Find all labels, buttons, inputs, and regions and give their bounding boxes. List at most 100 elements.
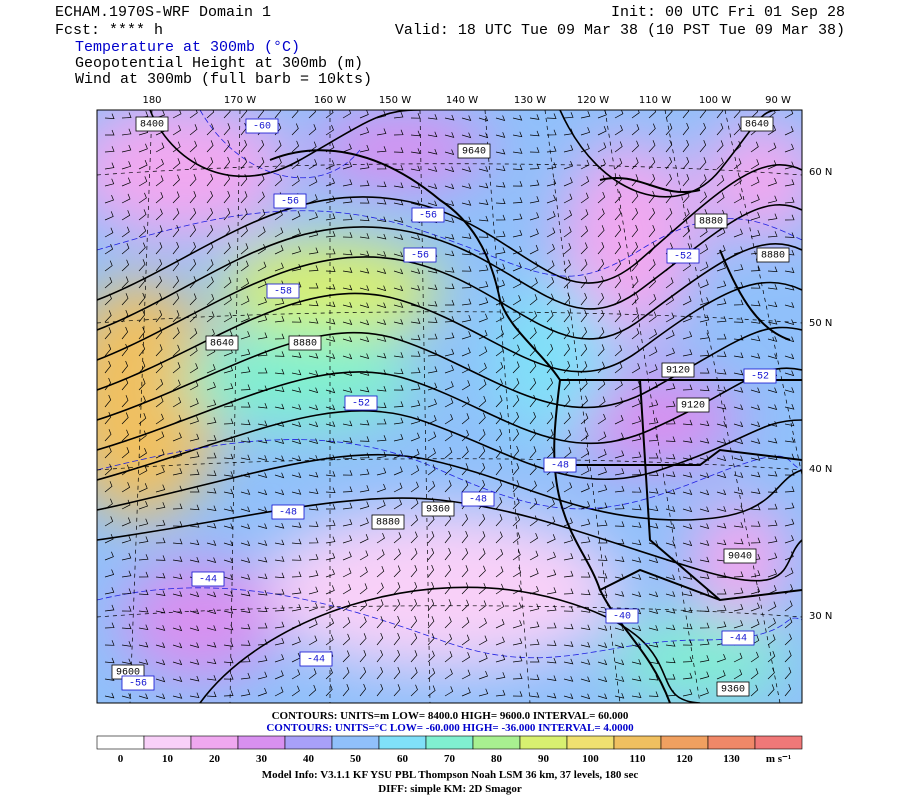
- barb: [359, 319, 370, 326]
- temperature-label-box: [266, 283, 300, 299]
- barb: [172, 659, 183, 666]
- barb: [495, 279, 505, 289]
- barb: [495, 566, 504, 578]
- barb: [308, 194, 318, 204]
- barb: [767, 601, 777, 612]
- barb: [189, 539, 200, 546]
- barb: [580, 659, 591, 665]
- barb: [546, 260, 555, 272]
- barb: [427, 166, 438, 172]
- barb: [733, 587, 744, 595]
- colorbar-units: m s⁻¹: [766, 753, 791, 765]
- barb: [308, 570, 319, 578]
- barb: [155, 484, 166, 493]
- barb: [308, 537, 319, 544]
- barb: [138, 624, 149, 631]
- barb: [445, 299, 455, 306]
- barb: [495, 689, 506, 697]
- barb: [291, 317, 302, 323]
- barb: [699, 638, 710, 646]
- barb: [750, 602, 760, 612]
- barb: [444, 200, 455, 207]
- barb: [512, 197, 523, 204]
- barb: [733, 421, 744, 428]
- barb: [291, 571, 302, 578]
- colorbar-swatch: [660, 735, 709, 750]
- barb: [104, 310, 112, 323]
- barb: [563, 658, 574, 665]
- colorbar-swatch: [519, 735, 568, 750]
- barb: [257, 489, 268, 496]
- barb: [648, 540, 659, 546]
- barb: [325, 552, 336, 561]
- barb: [631, 276, 639, 289]
- barb: [716, 489, 727, 496]
- height-label-box: [421, 501, 455, 517]
- barb: [325, 585, 335, 595]
- barb: [597, 361, 605, 374]
- barb: [376, 181, 387, 187]
- barb: [733, 352, 744, 358]
- barb: [665, 574, 676, 581]
- barb: [784, 126, 794, 136]
- barb: [733, 123, 741, 136]
- barb: [784, 535, 794, 544]
- barb: [240, 348, 251, 357]
- barb: [614, 397, 624, 408]
- colorbar-swatch: [754, 735, 803, 750]
- barb: [563, 570, 574, 578]
- barb: [631, 625, 642, 632]
- barb: [631, 345, 640, 357]
- barb: [342, 667, 350, 680]
- barb: [376, 369, 387, 376]
- barb: [546, 178, 557, 187]
- barb: [784, 214, 795, 221]
- barb: [529, 480, 537, 493]
- barb: [121, 226, 130, 238]
- barb: [580, 554, 591, 561]
- barb: [172, 432, 182, 442]
- barb: [155, 292, 163, 306]
- barb: [257, 573, 268, 580]
- height-contours: [97, 110, 802, 703]
- barb: [767, 195, 778, 204]
- barb: [138, 500, 148, 510]
- barb: [342, 420, 353, 427]
- barb: [716, 316, 727, 323]
- barb: [138, 447, 147, 459]
- barb: [308, 521, 319, 527]
- barb: [376, 418, 387, 425]
- barb: [580, 159, 590, 170]
- barb: [444, 564, 452, 578]
- barb: [784, 502, 795, 510]
- barb: [631, 110, 640, 119]
- barb: [699, 655, 710, 663]
- barb: [172, 191, 180, 204]
- barb: [308, 212, 318, 221]
- barb: [138, 326, 146, 340]
- barb: [546, 692, 557, 699]
- barb: [376, 435, 387, 442]
- barb: [257, 687, 267, 697]
- barb: [614, 468, 625, 476]
- barb: [478, 412, 486, 425]
- barb: [512, 428, 520, 442]
- barb: [206, 293, 215, 306]
- barb: [444, 233, 455, 240]
- barb: [495, 654, 506, 663]
- barb: [359, 649, 367, 663]
- barb: [665, 471, 676, 477]
- barb: [240, 225, 248, 238]
- barb: [478, 582, 487, 595]
- barb: [546, 293, 554, 306]
- barb: [155, 142, 165, 153]
- barb: [767, 684, 775, 697]
- barb: [172, 362, 181, 374]
- barb: [495, 165, 506, 172]
- barb: [631, 241, 639, 255]
- barb: [155, 642, 166, 649]
- barb: [631, 363, 641, 374]
- barb: [716, 670, 726, 680]
- barb: [614, 174, 622, 187]
- barb: [665, 641, 676, 647]
